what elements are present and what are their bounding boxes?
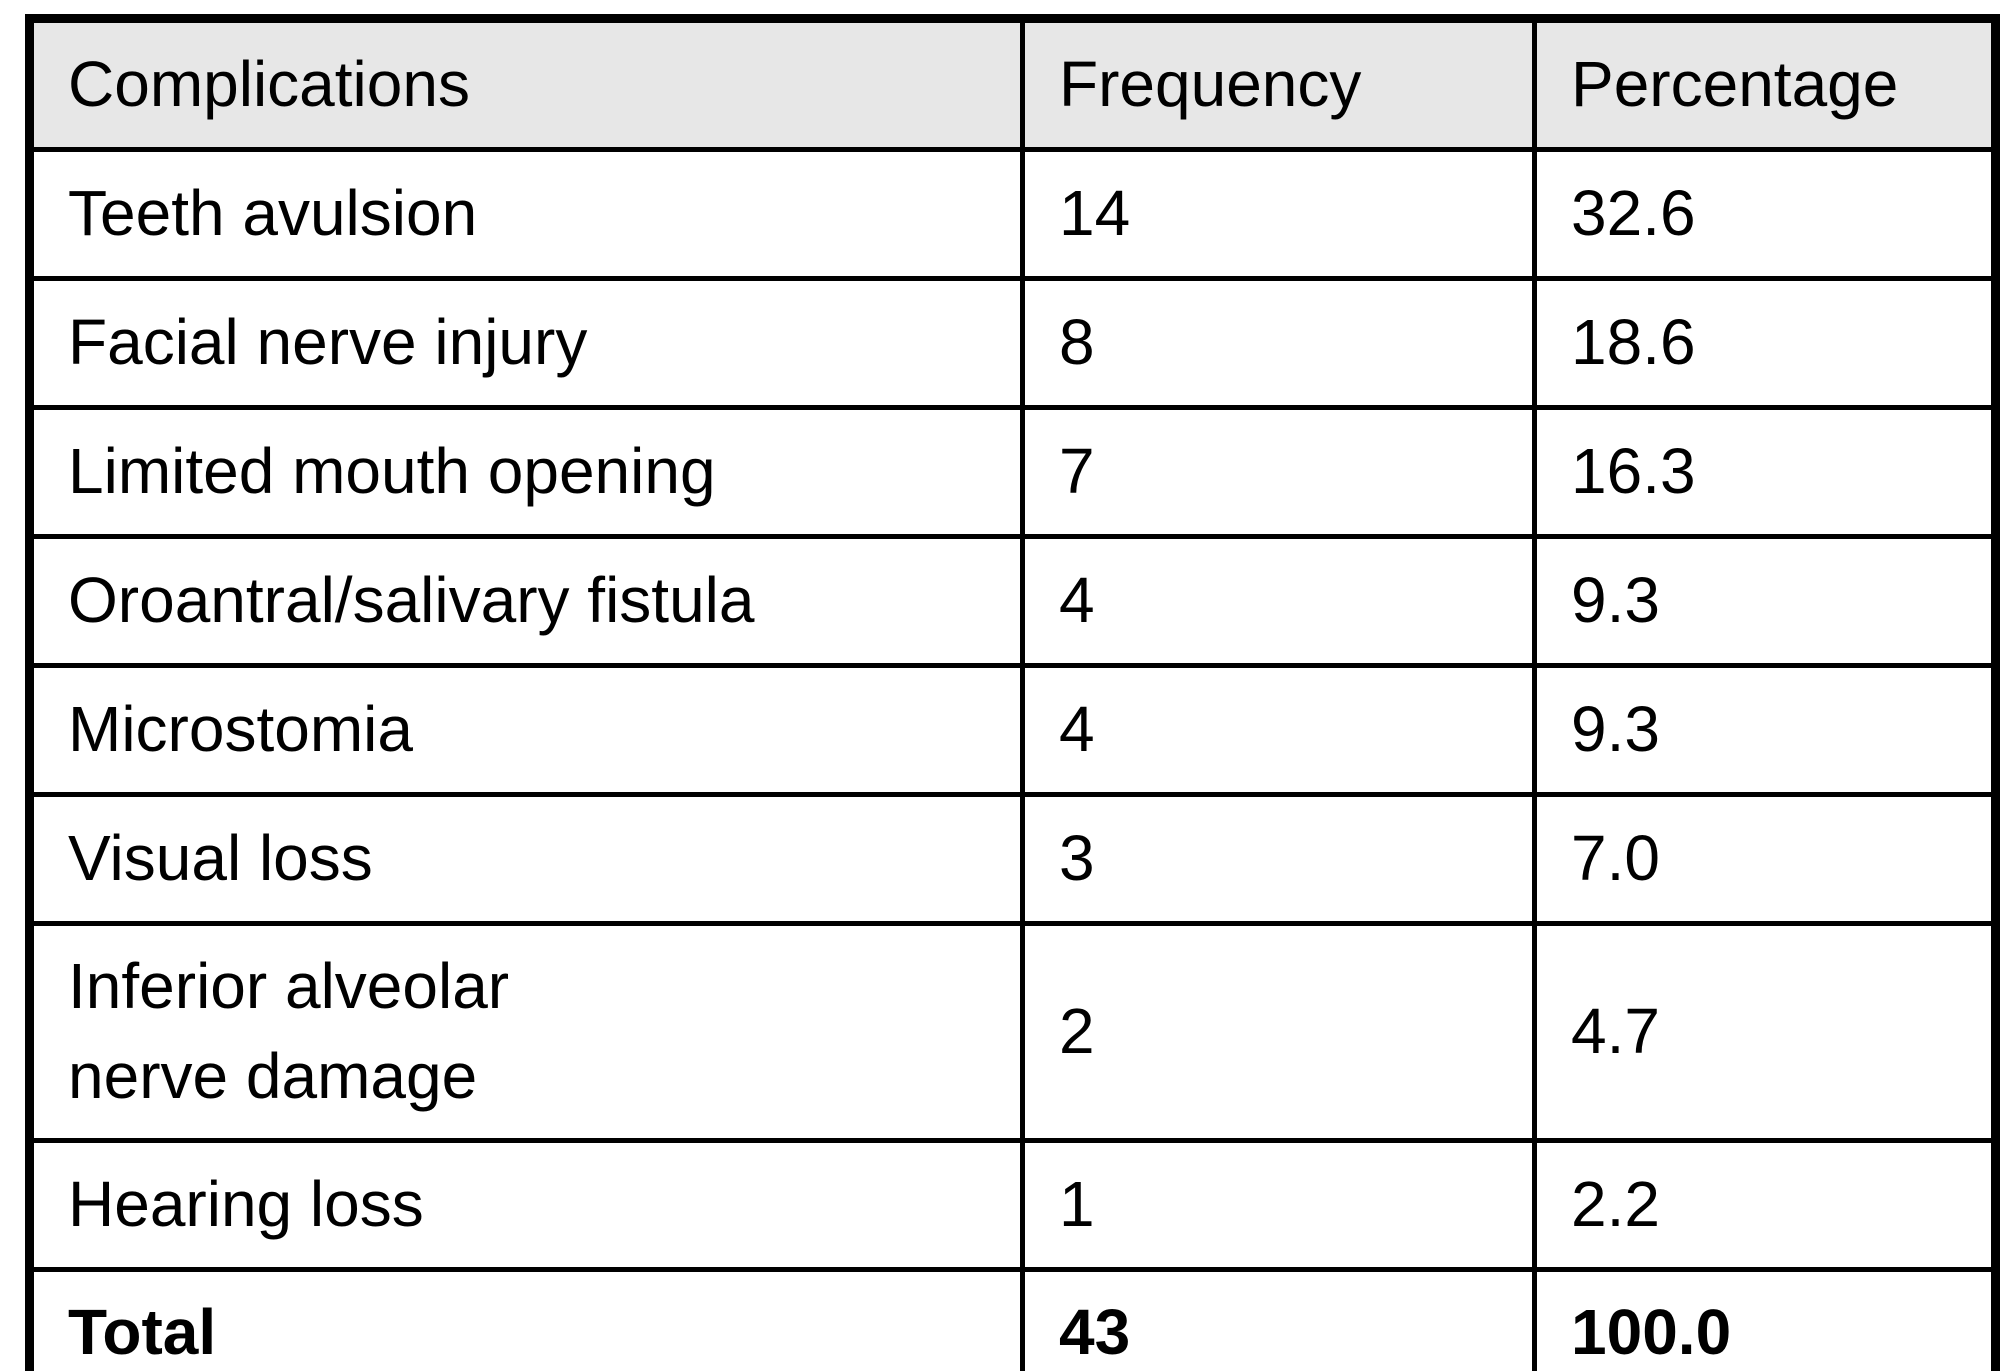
cell-percentage: 9.3 xyxy=(1532,663,1998,797)
cell-total-percentage: 100.0 xyxy=(1532,1267,1998,1371)
cell-complication: Facial nerve injury xyxy=(27,276,1025,410)
cell-frequency: 1 xyxy=(1020,1138,1537,1272)
cell-complication: Inferior alveolar nerve damage xyxy=(27,921,1025,1143)
table-header-row: Complications Frequency Percentage xyxy=(27,16,1998,152)
cell-frequency: 14 xyxy=(1020,147,1537,281)
cell-frequency: 4 xyxy=(1020,663,1537,797)
header-cell-frequency: Frequency xyxy=(1020,16,1537,152)
table-row: Oroantral/salivary fistula 4 9.3 xyxy=(27,534,1998,668)
complications-table: Complications Frequency Percentage Teeth… xyxy=(25,14,2000,1371)
cell-complication: Microstomia xyxy=(27,663,1025,797)
cell-total-frequency: 43 xyxy=(1020,1267,1537,1371)
cell-total-label: Total xyxy=(27,1267,1025,1371)
cell-complication: Hearing loss xyxy=(27,1138,1025,1272)
cell-complication: Teeth avulsion xyxy=(27,147,1025,281)
cell-complication: Oroantral/salivary fistula xyxy=(27,534,1025,668)
cell-frequency: 2 xyxy=(1020,921,1537,1143)
header-cell-percentage: Percentage xyxy=(1532,16,1998,152)
cell-percentage: 32.6 xyxy=(1532,147,1998,281)
cell-frequency: 7 xyxy=(1020,405,1537,539)
table-row: Hearing loss 1 2.2 xyxy=(27,1138,1998,1272)
cell-frequency: 4 xyxy=(1020,534,1537,668)
cell-complication: Visual loss xyxy=(27,792,1025,926)
cell-percentage: 18.6 xyxy=(1532,276,1998,410)
table-row: Limited mouth opening 7 16.3 xyxy=(27,405,1998,539)
table-row: Inferior alveolar nerve damage 2 4.7 xyxy=(27,921,1998,1143)
table-row: Teeth avulsion 14 32.6 xyxy=(27,147,1998,281)
header-cell-complications: Complications xyxy=(27,16,1025,152)
table-total-row: Total 43 100.0 xyxy=(27,1267,1998,1371)
cell-percentage: 7.0 xyxy=(1532,792,1998,926)
table-row: Visual loss 3 7.0 xyxy=(27,792,1998,926)
cell-complication: Limited mouth opening xyxy=(27,405,1025,539)
table-row: Facial nerve injury 8 18.6 xyxy=(27,276,1998,410)
cell-percentage: 16.3 xyxy=(1532,405,1998,539)
cell-percentage: 9.3 xyxy=(1532,534,1998,668)
cell-percentage: 4.7 xyxy=(1532,921,1998,1143)
cell-percentage: 2.2 xyxy=(1532,1138,1998,1272)
table-row: Microstomia 4 9.3 xyxy=(27,663,1998,797)
cell-frequency: 3 xyxy=(1020,792,1537,926)
cell-frequency: 8 xyxy=(1020,276,1537,410)
